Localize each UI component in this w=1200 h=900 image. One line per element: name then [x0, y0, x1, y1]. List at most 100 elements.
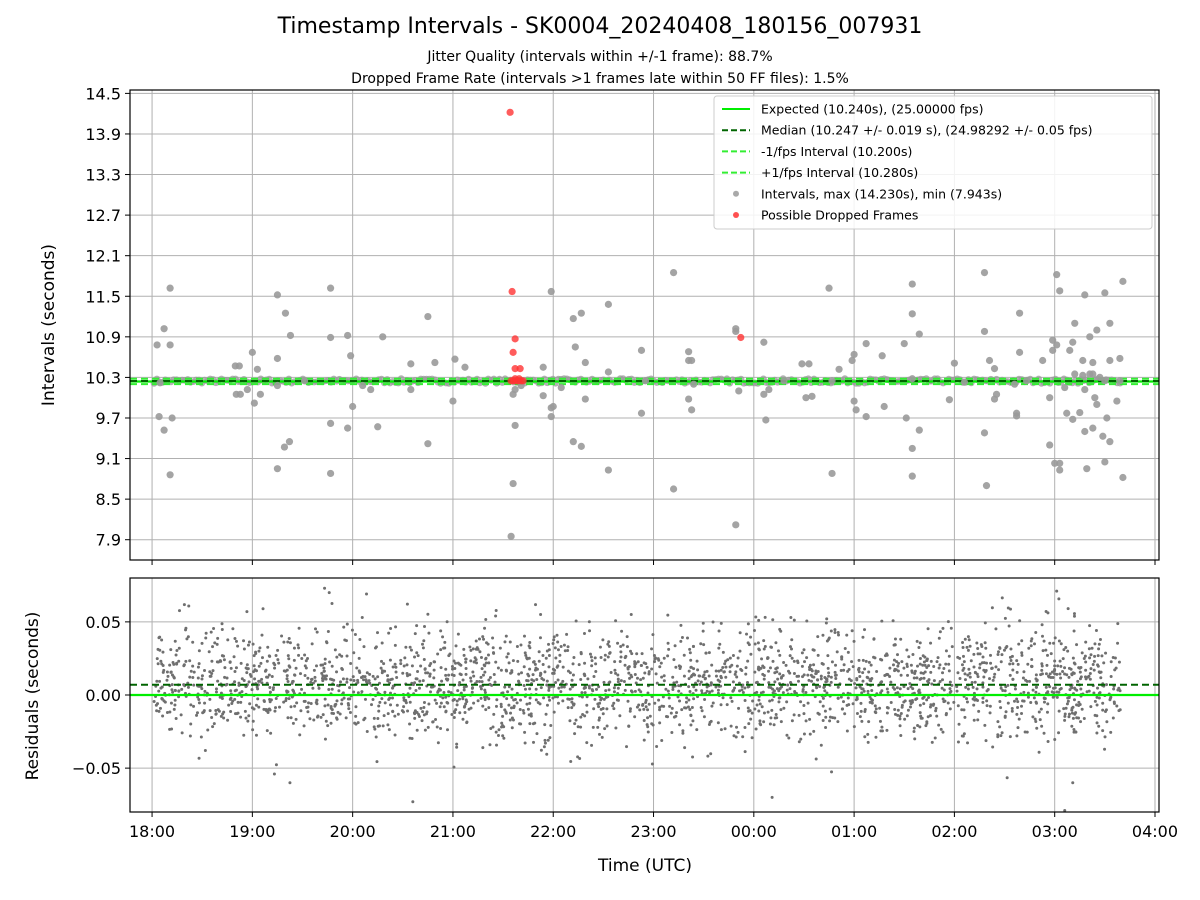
residual-point: [706, 754, 710, 758]
interval-point: [367, 385, 375, 394]
residual-point: [309, 702, 313, 706]
residual-point: [955, 689, 959, 693]
residual-point: [774, 667, 778, 671]
residual-point: [542, 696, 546, 700]
residual-point: [788, 645, 792, 649]
residual-point: [342, 625, 346, 629]
residual-point: [395, 703, 399, 707]
residual-point: [411, 800, 415, 804]
residual-point: [492, 712, 496, 716]
residual-point: [479, 656, 483, 660]
residual-point: [693, 673, 697, 677]
residual-point: [565, 632, 569, 636]
residual-point: [763, 645, 767, 649]
residual-point: [203, 689, 207, 693]
residual-point: [263, 669, 267, 673]
residual-point: [650, 762, 654, 766]
interval-point: [1081, 427, 1089, 436]
residual-point: [559, 690, 563, 694]
residual-point: [1067, 666, 1071, 670]
residual-point: [911, 652, 915, 656]
residual-point: [1041, 649, 1045, 653]
residual-point: [421, 646, 425, 650]
residual-point: [922, 660, 926, 664]
residual-point: [1101, 729, 1105, 733]
residual-point: [335, 699, 339, 703]
residual-point: [827, 671, 831, 675]
interval-point: [732, 521, 740, 529]
residual-point: [867, 660, 871, 664]
residual-point: [405, 663, 409, 667]
residual-point: [788, 671, 792, 675]
residual-point: [553, 646, 557, 650]
residual-point: [455, 703, 459, 707]
residual-point: [251, 728, 255, 732]
residual-point: [315, 630, 319, 634]
residual-point: [988, 677, 992, 681]
residual-point: [626, 667, 630, 671]
residual-point: [1089, 705, 1093, 709]
residual-point: [784, 663, 788, 667]
residual-point: [298, 733, 302, 737]
residual-point: [577, 663, 581, 667]
residual-point: [402, 696, 406, 700]
residual-point: [885, 687, 889, 691]
residual-point: [747, 643, 751, 647]
interval-point: [160, 325, 168, 333]
residual-point: [898, 717, 902, 721]
residual-point: [351, 675, 355, 679]
y-tick-label: 12.7: [85, 206, 121, 225]
residual-point: [211, 669, 215, 673]
residual-point: [686, 636, 690, 640]
residual-point: [1095, 703, 1099, 707]
residual-point: [421, 679, 425, 683]
residual-point: [1010, 706, 1014, 710]
residual-point: [864, 659, 868, 663]
residual-point: [941, 730, 945, 734]
residual-point: [734, 670, 738, 674]
residual-point: [1015, 734, 1019, 738]
residual-point: [594, 662, 598, 666]
x-tick-label: 19:00: [229, 822, 275, 841]
residual-point: [309, 680, 313, 684]
residual-point: [499, 705, 503, 709]
residual-point: [286, 690, 290, 694]
residual-point: [355, 666, 359, 670]
residual-point: [495, 743, 499, 747]
residual-point: [816, 678, 820, 682]
residual-point: [252, 670, 256, 674]
residual-point: [502, 736, 506, 740]
residual-point: [286, 716, 290, 720]
residual-point: [455, 699, 459, 703]
residual-point: [757, 648, 761, 652]
residual-point: [394, 625, 398, 629]
residual-point: [528, 722, 532, 726]
residual-point: [192, 683, 196, 687]
residual-point: [187, 604, 191, 608]
residual-point: [330, 601, 334, 605]
residual-point: [998, 646, 1002, 650]
residual-point: [543, 738, 547, 742]
residual-point: [1001, 689, 1005, 693]
residual-point: [354, 714, 358, 718]
residual-point: [1097, 696, 1101, 700]
residual-point: [680, 708, 684, 712]
residual-point: [671, 675, 675, 679]
residual-point: [1005, 776, 1009, 780]
residual-point: [348, 686, 352, 690]
residual-point: [333, 648, 337, 652]
residual-point: [816, 653, 820, 657]
residual-point: [1070, 672, 1074, 676]
residual-point: [976, 647, 980, 651]
residual-point: [220, 697, 224, 701]
residual-point: [738, 631, 742, 635]
residual-point: [670, 730, 674, 734]
residual-point: [1064, 706, 1068, 710]
residual-point: [908, 705, 912, 709]
residual-point: [157, 709, 161, 713]
residual-point: [1049, 652, 1053, 656]
interval-point: [349, 402, 357, 411]
residual-point: [807, 678, 811, 682]
residual-point: [483, 688, 487, 692]
residual-point: [1077, 700, 1081, 704]
